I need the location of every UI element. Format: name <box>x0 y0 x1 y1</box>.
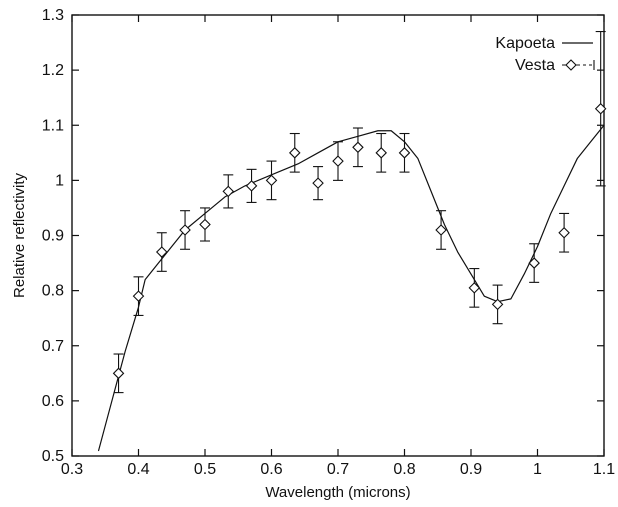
vesta-marker <box>352 141 364 154</box>
vesta-marker <box>112 367 125 380</box>
legend-marker-vesta <box>565 59 577 71</box>
x-tick-label: 0.5 <box>194 461 216 478</box>
y-tick-label: 1.1 <box>42 117 64 134</box>
vesta-marker <box>199 218 211 231</box>
vesta-marker <box>312 177 324 189</box>
y-tick-label: 1.3 <box>42 7 64 24</box>
vesta-marker <box>332 155 344 167</box>
vesta-marker <box>222 185 235 198</box>
x-axis-label: Wavelength (microns) <box>265 484 410 501</box>
vesta-marker <box>558 226 570 239</box>
vesta-marker <box>265 174 278 187</box>
y-tick-label: 1.2 <box>42 62 64 79</box>
series-line-kapoeta <box>98 124 605 452</box>
legend-label-vesta: Vesta <box>515 57 555 74</box>
plot-frame <box>71 14 605 457</box>
y-axis-label: Relative reflectivity <box>11 172 28 298</box>
y-tick-label: 1 <box>55 172 64 189</box>
y-tick-label: 0.5 <box>42 448 64 465</box>
legend: Kapoeta Vesta <box>495 35 595 74</box>
y-tick-label: 0.9 <box>42 228 64 245</box>
y-tick-label: 0.7 <box>42 338 64 355</box>
y-tick-label: 0.8 <box>42 283 64 300</box>
vesta-marker <box>435 224 447 236</box>
x-tick-label: 0.4 <box>127 461 149 478</box>
x-tick-label: 0.6 <box>260 461 282 478</box>
x-tick-label: 0.8 <box>393 461 415 478</box>
x-tick-label: 0.3 <box>61 461 83 478</box>
x-tick-label: 1.1 <box>593 461 615 478</box>
legend-label-kapoeta: Kapoeta <box>495 35 555 52</box>
y-tick-label: 0.6 <box>42 393 64 410</box>
vesta-marker <box>491 298 504 311</box>
vesta-marker <box>179 224 191 236</box>
x-tick-label: 1 <box>533 461 542 478</box>
vesta-marker <box>288 147 301 159</box>
vesta-marker <box>132 290 145 302</box>
vesta-marker <box>398 147 411 159</box>
x-tick-label: 0.7 <box>327 461 349 478</box>
vesta-marker <box>375 147 388 159</box>
vesta-marker <box>528 257 540 269</box>
x-tick-label: 0.9 <box>460 461 482 478</box>
vesta-marker <box>155 246 168 258</box>
vesta-marker <box>468 282 481 294</box>
vesta-marker <box>594 102 607 115</box>
vesta-marker <box>245 180 258 192</box>
